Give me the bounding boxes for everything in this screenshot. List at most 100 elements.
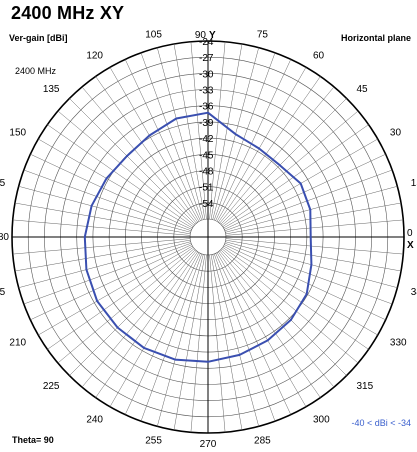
- grid-spoke: [95, 76, 198, 223]
- data-point: [175, 117, 178, 120]
- grid-spoke: [221, 248, 359, 364]
- grid-spoke: [215, 59, 292, 221]
- data-point: [143, 347, 145, 349]
- angle-tick-label: 285: [254, 435, 271, 446]
- radial-tick-label: -33: [199, 86, 214, 97]
- range-label: -40 < dBi < -34: [351, 418, 411, 428]
- data-point: [309, 208, 312, 211]
- grid-spoke: [23, 169, 192, 232]
- grid-spoke: [225, 239, 402, 272]
- data-point: [90, 205, 93, 207]
- grid-spoke: [47, 247, 194, 350]
- grid-spoke: [30, 153, 192, 230]
- grid-spoke: [224, 169, 393, 232]
- data-point: [234, 133, 237, 135]
- grid-spoke: [14, 239, 191, 272]
- data-point: [290, 319, 292, 321]
- angle-tick-label: 315: [357, 381, 374, 392]
- chart-title: 2400 MHz XY: [11, 3, 125, 23]
- angle-tick-label: 120: [86, 51, 103, 62]
- grid-spoke: [38, 245, 193, 336]
- grid-spoke: [224, 153, 386, 230]
- angle-tick-label: 225: [43, 381, 60, 392]
- data-point: [279, 164, 281, 166]
- grid-spoke: [210, 43, 243, 220]
- angle-tick-label: 150: [9, 128, 26, 139]
- polar-grid: [11, 40, 405, 434]
- data-point: [309, 236, 312, 238]
- grid-spoke: [209, 254, 226, 433]
- angle-tick-label: 60: [313, 51, 325, 62]
- y-axis-letter: Y: [209, 30, 216, 41]
- frequency-label: 2400 MHz: [15, 66, 57, 76]
- grid-spoke: [57, 248, 195, 364]
- grid-spoke: [209, 41, 226, 220]
- data-point: [266, 339, 269, 342]
- grid-spoke: [14, 202, 191, 235]
- angle-tick-label: 45: [357, 84, 369, 95]
- data-point: [126, 155, 128, 157]
- angle-tick-label: 105: [145, 30, 162, 41]
- data-point: [207, 111, 209, 114]
- grid-spoke: [218, 76, 321, 223]
- data-point: [174, 358, 176, 361]
- grid-spoke: [221, 110, 359, 226]
- grid-spoke: [213, 253, 276, 422]
- grid-spoke: [222, 247, 369, 350]
- radial-tick-label: -51: [199, 183, 214, 194]
- grid-spoke: [219, 86, 335, 224]
- grid-spoke: [213, 52, 276, 221]
- angle-tick-label: 135: [43, 84, 60, 95]
- grid-spoke: [224, 244, 386, 321]
- grid-spoke: [12, 219, 191, 236]
- data-point: [299, 182, 302, 185]
- grid-spoke: [225, 219, 404, 236]
- grid-spoke: [225, 186, 398, 233]
- grid-spoke: [124, 59, 201, 221]
- x-axis-letter: X: [407, 240, 414, 251]
- y-axis-label: Ver-gain [dBi]: [9, 33, 68, 43]
- data-point: [310, 263, 313, 266]
- grid-spoke: [220, 249, 347, 376]
- data-point: [105, 177, 108, 180]
- data-point: [96, 300, 98, 302]
- grid-spoke: [220, 98, 347, 225]
- theta-label: Theta= 90: [12, 435, 54, 445]
- grid-spoke: [212, 254, 259, 427]
- grid-spoke: [218, 251, 321, 398]
- grid-spoke: [173, 43, 206, 220]
- angle-tick-label: 345: [411, 287, 417, 298]
- grid-spoke: [173, 254, 206, 431]
- series-group: [83, 111, 313, 363]
- grid-spoke: [69, 249, 196, 376]
- data-point: [258, 147, 260, 150]
- grid-spoke: [215, 253, 292, 415]
- grid-spoke: [12, 238, 191, 255]
- angle-tick-label: 330: [390, 338, 407, 349]
- grid-spoke: [57, 110, 195, 226]
- grid-spoke: [225, 238, 404, 255]
- angle-tick-label: 210: [9, 338, 26, 349]
- grid-spoke: [109, 252, 200, 407]
- grid-spoke: [18, 186, 191, 233]
- angle-tick-label: 180: [0, 232, 9, 243]
- radial-tick-label: -48: [199, 167, 214, 178]
- angle-tick-label: 195: [0, 287, 6, 298]
- grid-spoke: [18, 241, 191, 288]
- angle-tick-label: 90: [195, 30, 207, 41]
- radial-tick-label: -42: [199, 134, 214, 145]
- radial-tick-label: -24: [199, 37, 214, 48]
- radial-tick-label: -39: [199, 118, 214, 129]
- angle-tick-label: 165: [0, 178, 6, 189]
- radial-tick-label: -30: [199, 69, 214, 80]
- grid-spoke: [216, 252, 307, 407]
- grid-spoke: [81, 250, 197, 388]
- grid-spoke: [109, 67, 200, 222]
- data-point: [148, 134, 151, 137]
- grid-spoke: [38, 138, 193, 229]
- radial-tick-label: -54: [199, 199, 214, 210]
- grid-spoke: [140, 52, 203, 221]
- grid-spoke: [69, 98, 196, 225]
- tick-labels: 0 15 30 45 60 75 90 105 120 135 150 165 180 195 210 225…: [0, 30, 417, 450]
- grid-spoke: [30, 244, 192, 321]
